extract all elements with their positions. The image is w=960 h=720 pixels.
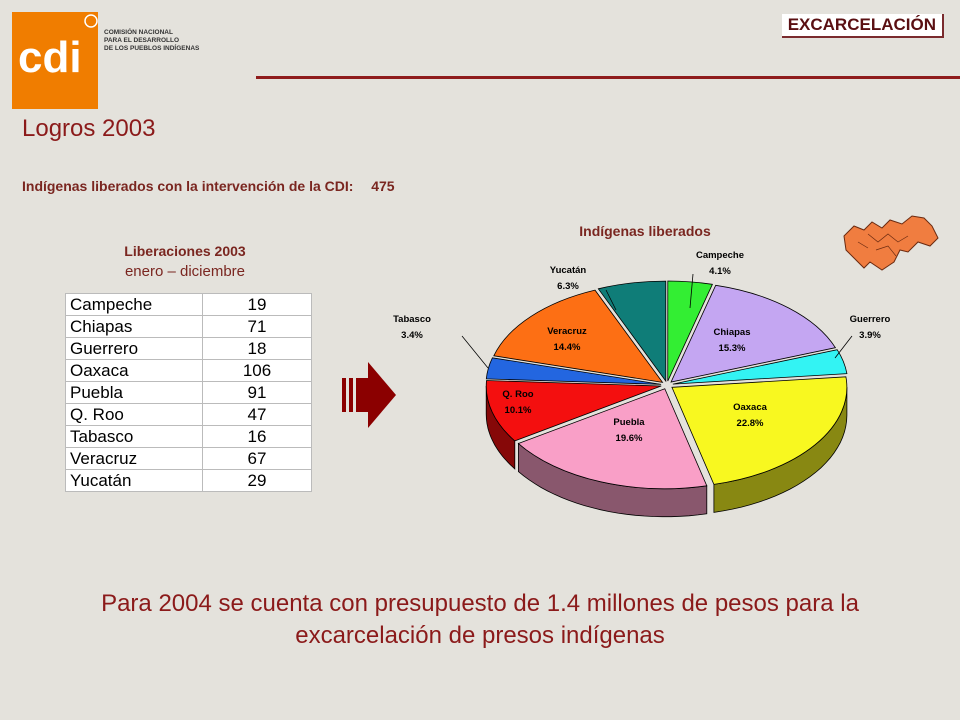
table-row: Oaxaca 106: [65, 359, 312, 382]
state-cell: Guerrero: [65, 337, 203, 360]
pie-label-veracruz: Veracruz: [547, 326, 587, 337]
state-cell: Veracruz: [65, 447, 203, 470]
table-row: Chiapas 71: [65, 315, 312, 338]
pie-label-qroo: Q. Roo: [502, 389, 533, 400]
pie-label-puebla: Puebla: [613, 417, 645, 428]
pie-label-oaxaca: Oaxaca: [733, 402, 768, 413]
pie-slice-chiapas: [670, 284, 837, 383]
released-summary-value: 475: [371, 178, 395, 194]
table-title: Liberaciones 2003: [124, 243, 246, 259]
state-cell: Campeche: [65, 293, 203, 316]
value-cell: 47: [202, 403, 312, 426]
table-row: Yucatán 29: [65, 469, 312, 492]
pie-label-yucatn: Yucatán: [550, 265, 587, 276]
table-subtitle: enero – diciembre: [124, 263, 246, 280]
state-cell: Oaxaca: [65, 359, 203, 382]
pie-slice-puebla: [517, 388, 708, 490]
table-row: Guerrero 18: [65, 337, 312, 360]
table-row: Veracruz 67: [65, 447, 312, 470]
region-map-icon: [843, 215, 939, 271]
pie-value-label-puebla: 19.6%: [616, 433, 643, 444]
pie-leader-line-tabasco: [461, 335, 489, 369]
table-row: Campeche 19: [65, 293, 312, 316]
state-cell: Yucatán: [65, 469, 203, 492]
pie-value-label-tabasco: 3.4%: [401, 330, 423, 341]
page-title: Logros 2003: [22, 115, 156, 142]
logo-text-line-2: PARA EL DESARROLLO: [104, 37, 179, 44]
pie-leader-line-guerrero: [834, 335, 853, 359]
value-cell: 71: [202, 315, 312, 338]
value-cell: 91: [202, 381, 312, 404]
pie-value-label-chiapas: 15.3%: [719, 343, 746, 354]
value-cell: 19: [202, 293, 312, 316]
logo-text-line-1: COMISIÓN NACIONAL: [104, 29, 173, 36]
pie-chart: Campeche 4.1% Chiapas 15.3% Guerrero 3.9% Oaxa…: [393, 250, 891, 518]
table-row: Q. Roo 47: [65, 403, 312, 426]
liberations-table: Campeche 19 Chiapas 71 Guerrero 18 Oaxaca 10…: [65, 293, 312, 492]
pie-label-campeche: Campeche: [696, 250, 744, 261]
state-cell: Puebla: [65, 381, 203, 404]
released-summary-label: Indígenas liberados con la intervención …: [22, 178, 354, 194]
budget-note-line-2: excarcelación de presos indígenas: [295, 622, 665, 649]
pie-slice-qroo: [485, 380, 662, 442]
pie-value-label-qroo: 10.1%: [505, 405, 532, 416]
logo-text: COMISIÓN NACIONAL PARA EL DESARROLLO DE …: [104, 29, 214, 53]
value-cell: 67: [202, 447, 312, 470]
pie-value-label-campeche: 4.1%: [709, 266, 731, 277]
cdi-logo: cdi: [12, 12, 212, 112]
logo-text-line-3: DE LOS PUEBLOS INDÍGENAS: [104, 45, 200, 52]
logo-letters: cdi: [18, 33, 82, 82]
value-cell: 29: [202, 469, 312, 492]
table-row: Tabasco 16: [65, 425, 312, 448]
budget-note: Para 2004 se cuenta con presupuesto de 1…: [20, 588, 940, 652]
pie-slice-yucatn: [597, 280, 667, 383]
pie-label-chiapas: Chiapas: [714, 327, 751, 338]
value-cell: 106: [202, 359, 312, 382]
pie-leader-line-yucatn: [605, 289, 617, 311]
value-cell: 18: [202, 337, 312, 360]
value-cell: 16: [202, 425, 312, 448]
header-divider: [256, 76, 960, 79]
pie-value-label-veracruz: 14.4%: [554, 342, 581, 353]
pie-leader-line-campeche: [689, 273, 694, 309]
pie-slice-tabasco: [485, 357, 662, 385]
state-cell: Tabasco: [65, 425, 203, 448]
chart-title: Indígenas liberados: [579, 223, 711, 239]
arrow-right-icon: [342, 362, 396, 428]
pie-label-tabasco: Tabasco: [393, 314, 431, 325]
state-cell: Chiapas: [65, 315, 203, 338]
section-title: EXCARCELACIÓN: [781, 14, 944, 38]
pie-value-label-yucatn: 6.3%: [557, 281, 579, 292]
pie-value-label-guerrero: 3.9%: [859, 330, 881, 341]
pie-slice-oaxaca: [671, 376, 848, 485]
pie-slice-campeche: [667, 280, 713, 382]
state-cell: Q. Roo: [65, 403, 203, 426]
pie-slice-veracruz: [493, 289, 664, 383]
pie-slice-guerrero: [672, 349, 848, 385]
table-row: Puebla 91: [65, 381, 312, 404]
released-summary: Indígenas liberados con la intervención …: [22, 178, 395, 194]
budget-note-line-1: Para 2004 se cuenta con presupuesto de 1…: [101, 590, 859, 617]
pie-label-guerrero: Guerrero: [850, 314, 891, 325]
pie-value-label-oaxaca: 22.8%: [737, 418, 764, 429]
